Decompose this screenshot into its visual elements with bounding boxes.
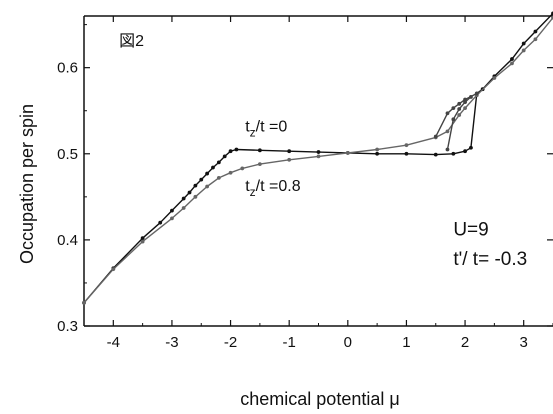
y-tick-label: 0.4 <box>57 232 78 249</box>
series-point-1 <box>111 267 116 272</box>
series-point-0 <box>222 154 227 159</box>
series-point-1 <box>170 216 174 221</box>
x-tick-label: 2 <box>461 334 469 351</box>
x-tick-label: -1 <box>283 334 296 351</box>
series-point-0 <box>287 149 292 154</box>
series-point-1 <box>345 151 350 155</box>
series-line-1 <box>83 17 553 304</box>
series-point-1 <box>492 76 497 80</box>
series-point-0 <box>199 177 204 182</box>
series-point-1 <box>257 162 262 167</box>
series-point-1 <box>193 194 198 199</box>
y-tick-label: 0.3 <box>57 318 78 335</box>
series-point-1 <box>404 143 409 148</box>
series-point-0 <box>234 147 239 152</box>
series-point-0 <box>463 149 467 154</box>
series-point-1 <box>510 61 514 66</box>
y-tick-label: 0.6 <box>57 60 78 77</box>
series-point-0 <box>257 148 262 153</box>
series-point-1 <box>533 37 538 42</box>
series-point-3 <box>469 95 473 99</box>
series-point-0 <box>469 145 473 150</box>
annotation-0: 図2 <box>119 33 144 50</box>
series-point-1 <box>205 184 210 189</box>
series-point-3 <box>463 100 467 105</box>
series-point-1 <box>240 166 245 171</box>
series-line-2 <box>435 92 478 137</box>
series-point-1 <box>457 113 462 117</box>
x-tick-label: -2 <box>224 334 237 351</box>
x-tick-label: -4 <box>107 334 120 351</box>
series-point-0 <box>140 236 145 241</box>
annotation-1: tz/t =0 <box>245 118 287 139</box>
series-point-3 <box>457 107 462 111</box>
series-point-0 <box>316 150 321 154</box>
series-layer <box>82 11 553 305</box>
series-point-2 <box>457 101 462 106</box>
series-point-2 <box>451 106 456 111</box>
x-tick-label: 0 <box>344 334 352 351</box>
x-tick-label: -3 <box>165 334 178 351</box>
series-point-1 <box>181 206 186 210</box>
series-point-1 <box>445 129 450 134</box>
series-point-2 <box>433 134 438 139</box>
series-point-1 <box>287 157 292 162</box>
series-point-0 <box>187 190 192 195</box>
series-point-1 <box>216 175 221 180</box>
series-point-1 <box>316 154 321 159</box>
axes: -4 -3 -2 -1 0 1 2 3 0.3 0.4 0.5 0.6 <box>57 15 553 351</box>
series-point-0 <box>510 57 514 61</box>
series-point-0 <box>375 151 380 156</box>
series-point-2 <box>474 91 479 96</box>
x-tick-label: 1 <box>402 334 410 351</box>
series-point-0 <box>404 151 409 156</box>
series-point-0 <box>170 208 174 213</box>
annotation-4: t'/ t= -0.3 <box>453 249 527 270</box>
x-axis-label: chemical potential μ <box>240 389 399 409</box>
y-axis-label: Occupation per spin <box>17 104 37 264</box>
series-point-3 <box>451 117 456 122</box>
series-point-1 <box>82 300 86 305</box>
series-point-2 <box>445 111 450 116</box>
series-point-0 <box>216 160 221 165</box>
series-point-0 <box>533 29 538 34</box>
annotations: 図2 tz/t =0 tz/t =0.8 U=9 t'/ t= -0.3 <box>119 33 527 270</box>
series-point-0 <box>228 149 233 154</box>
series-point-1 <box>228 170 233 175</box>
series-point-0 <box>158 220 163 225</box>
series-point-1 <box>463 106 467 111</box>
annotation-2: tz/t =0.8 <box>245 178 300 199</box>
series-point-1 <box>521 48 526 53</box>
series-point-0 <box>205 171 210 176</box>
annotation-3: U=9 <box>453 220 488 241</box>
series-point-0 <box>521 41 526 46</box>
series-point-0 <box>451 151 456 156</box>
series-point-0 <box>193 183 198 188</box>
series-point-1 <box>140 239 145 244</box>
x-tick-label: 3 <box>520 334 528 351</box>
series-point-1 <box>375 147 380 152</box>
series-point-0 <box>181 196 186 201</box>
series-point-3 <box>445 147 450 152</box>
series-point-0 <box>433 152 438 157</box>
y-tick-label: 0.5 <box>57 146 78 163</box>
series-point-0 <box>211 165 215 170</box>
